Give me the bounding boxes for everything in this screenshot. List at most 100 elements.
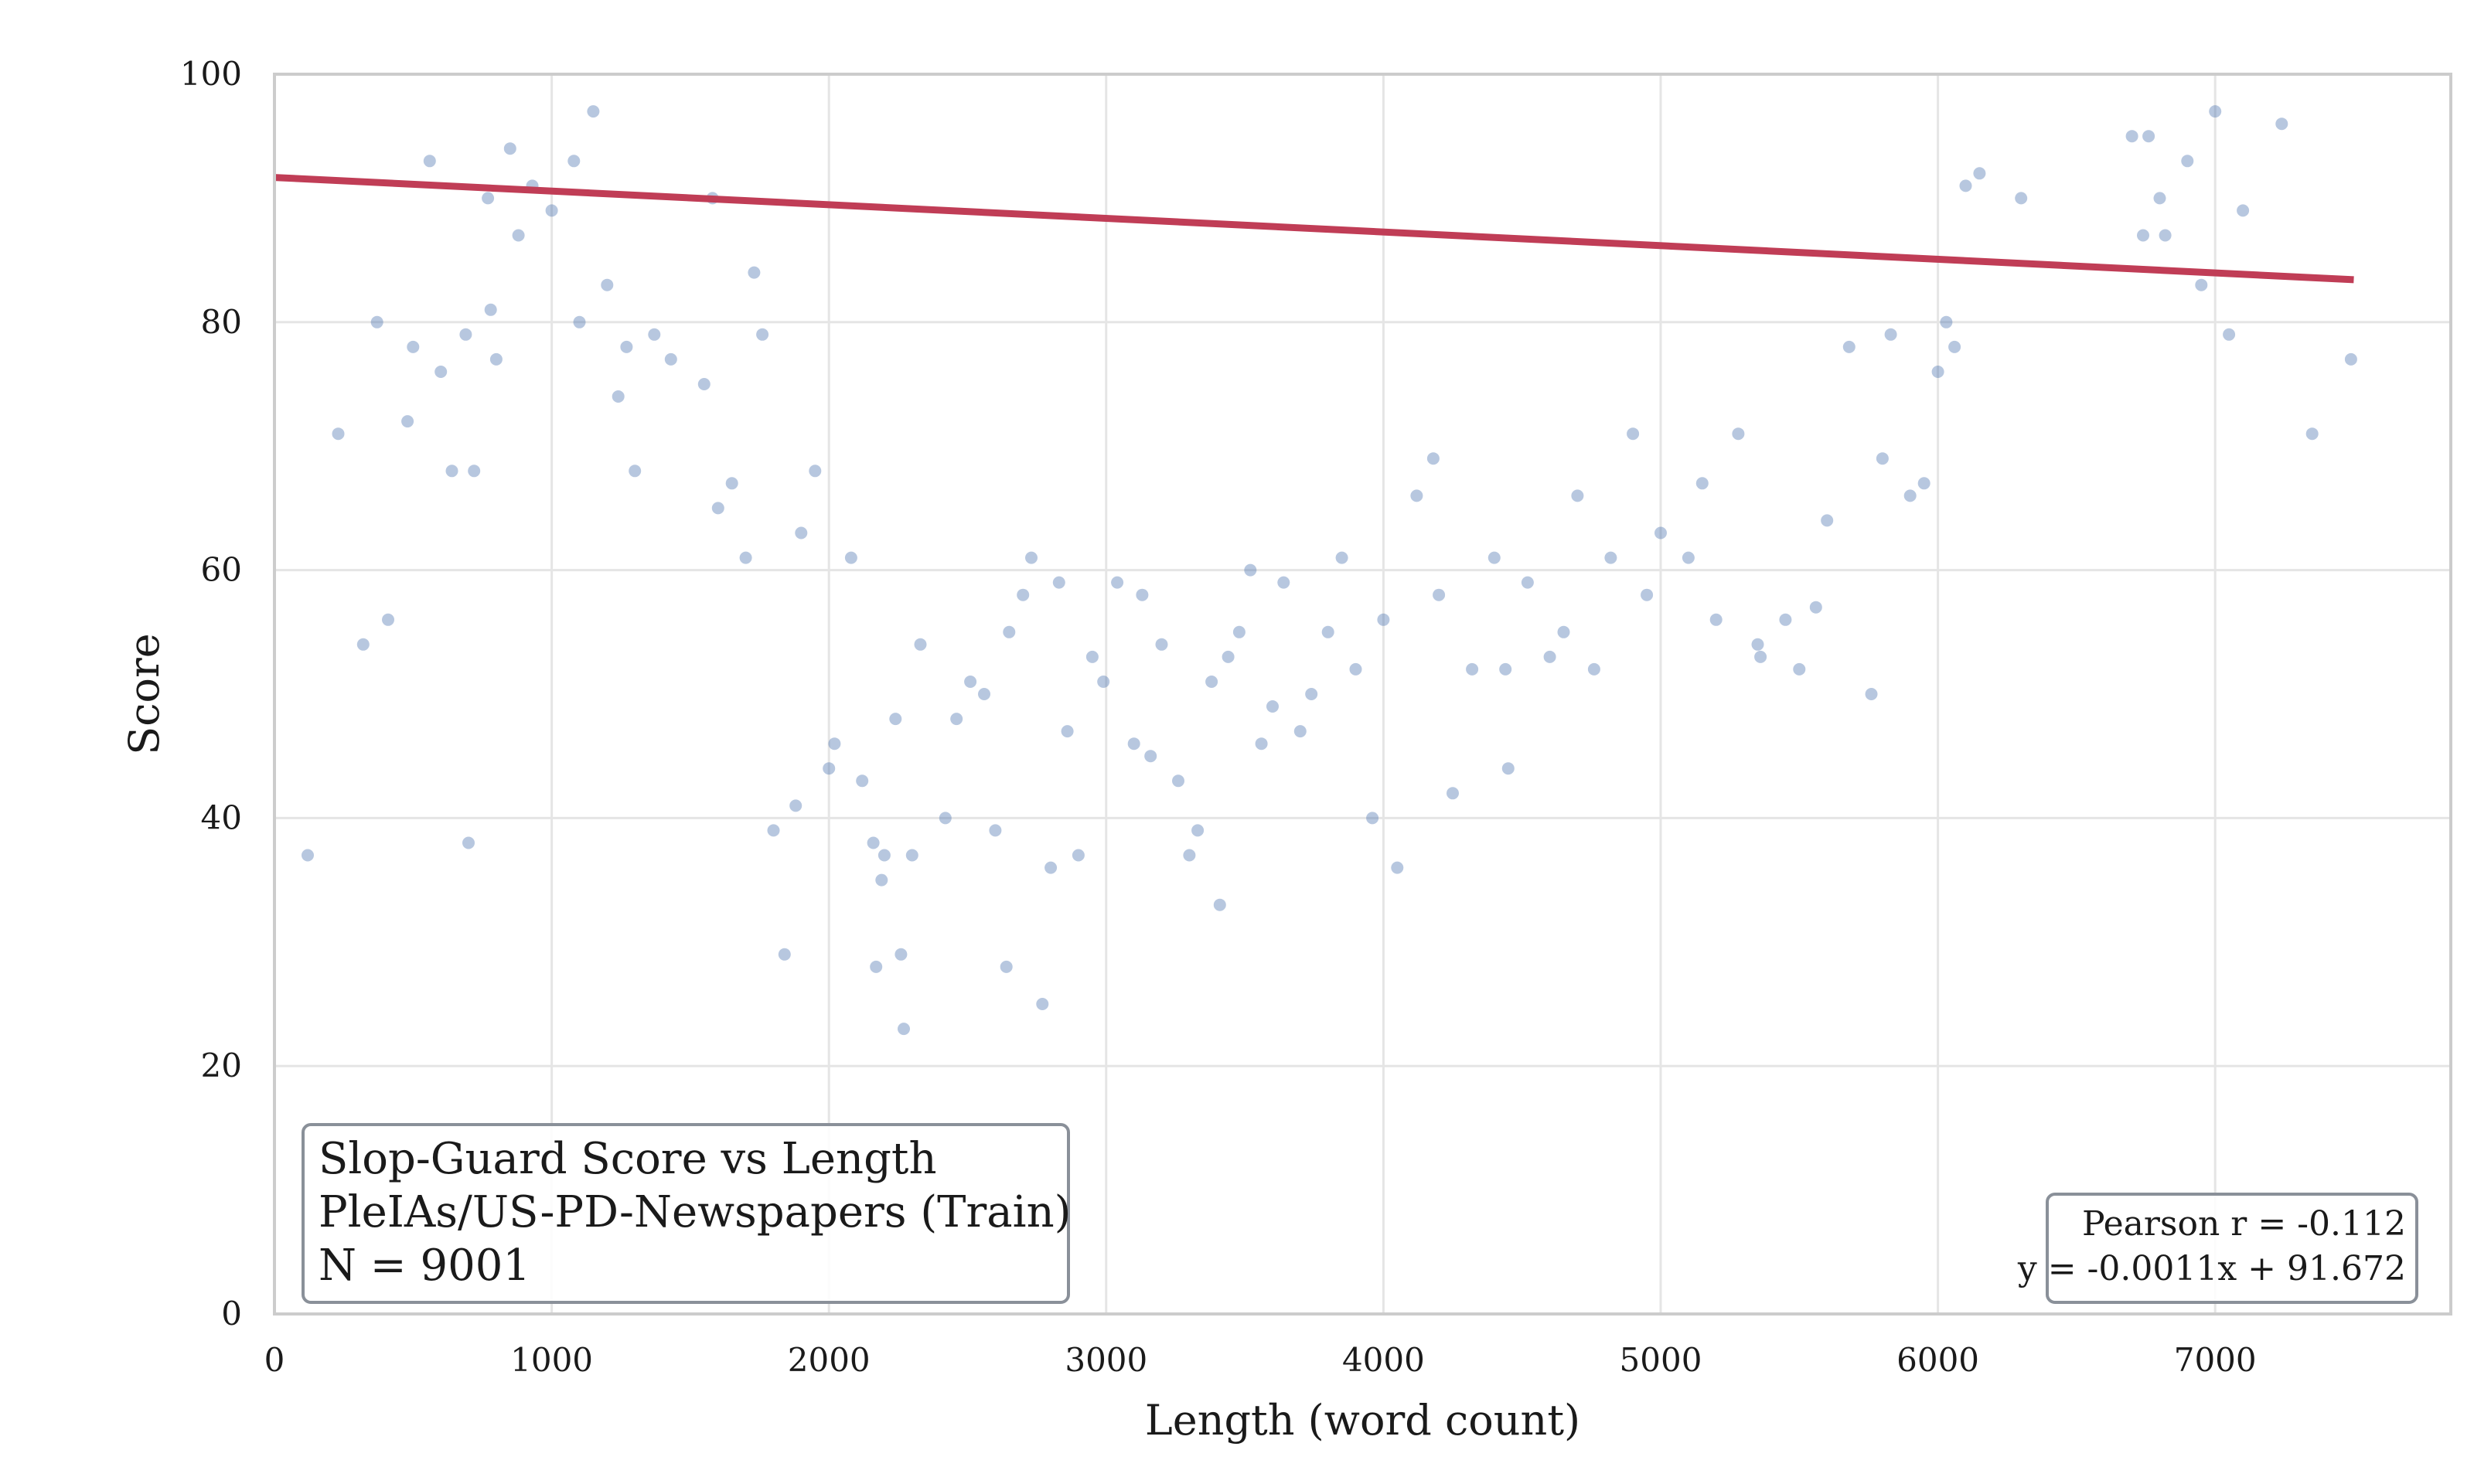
data-point <box>489 352 503 366</box>
data-point <box>1025 551 1038 564</box>
title-legend-box: Slop-Guard Score vs Length PleIAs/US-PD-… <box>302 1123 1072 1304</box>
data-point <box>895 948 908 961</box>
data-point <box>1349 662 1362 676</box>
data-point <box>1426 452 1440 465</box>
data-point <box>620 340 633 353</box>
data-point <box>401 415 414 428</box>
data-point <box>1865 688 1878 700</box>
data-point <box>1709 613 1723 626</box>
data-point <box>1000 960 1013 973</box>
data-point <box>2275 117 2288 131</box>
data-point <box>823 762 836 775</box>
data-point <box>601 278 614 291</box>
data-point <box>1155 638 1168 651</box>
data-point <box>1003 625 1016 638</box>
title-line-3: N = 9001 <box>319 1241 530 1291</box>
x-tick-label: 6000 <box>1896 1341 1979 1379</box>
data-point <box>1557 625 1570 638</box>
data-point <box>795 526 808 539</box>
data-point <box>1917 477 1930 490</box>
title-box-frame <box>302 1123 1070 1304</box>
data-point <box>1321 625 1334 638</box>
data-point <box>1604 551 1617 564</box>
data-point <box>1277 576 1290 589</box>
data-point <box>1222 650 1235 663</box>
data-point <box>1754 650 1767 663</box>
data-point <box>2153 192 2166 205</box>
data-point <box>545 204 558 217</box>
data-point <box>1973 167 1986 180</box>
regression-line <box>274 174 2354 284</box>
data-point <box>1842 340 1855 353</box>
data-point <box>756 328 769 341</box>
data-point <box>1305 688 1318 700</box>
data-point <box>1433 588 1446 601</box>
data-point <box>587 105 600 118</box>
data-point <box>2223 328 2236 341</box>
data-point <box>629 465 642 478</box>
data-point <box>1136 588 1149 601</box>
data-point <box>1097 676 1110 688</box>
equation-label: y = -0.0011x + 91.672 <box>2017 1249 2406 1288</box>
data-point <box>950 713 963 726</box>
y-tick-label: 60 <box>201 551 242 589</box>
data-point <box>767 824 780 837</box>
title-line-1: Slop-Guard Score vs Length <box>319 1134 937 1184</box>
data-point <box>1410 489 1423 502</box>
data-point <box>1213 898 1226 911</box>
data-point <box>503 142 516 155</box>
data-point <box>370 315 383 328</box>
data-point <box>1172 774 1184 788</box>
data-point <box>978 688 990 700</box>
data-point <box>1183 849 1196 862</box>
data-point <box>1447 787 1459 800</box>
data-point <box>1501 762 1515 775</box>
data-point <box>1052 576 1065 589</box>
x-tick-label: 5000 <box>1620 1341 1702 1379</box>
data-point <box>302 849 314 862</box>
data-point <box>1876 452 1889 465</box>
stats-legend-box: Pearson r = -0.112 y = -0.0011x + 91.672 <box>2017 1193 2418 1304</box>
x-tick-label: 4000 <box>1342 1341 1425 1379</box>
x-axis-title: Length (word count) <box>1145 1396 1580 1445</box>
data-point <box>1821 514 1834 527</box>
data-point <box>1793 662 1806 676</box>
x-tick-label: 0 <box>264 1341 285 1379</box>
data-point <box>1654 526 1667 539</box>
data-point <box>1884 328 1897 341</box>
data-point <box>356 638 370 651</box>
data-point <box>1266 700 1279 713</box>
data-point <box>1144 750 1157 763</box>
data-point <box>1335 551 1348 564</box>
data-point <box>1293 725 1307 738</box>
data-point <box>2305 427 2319 441</box>
data-point <box>1587 662 1600 676</box>
data-point <box>867 836 880 849</box>
data-point <box>697 378 711 390</box>
data-point <box>1255 737 1268 751</box>
data-point <box>1232 625 1246 638</box>
data-point <box>2015 192 2028 205</box>
data-point <box>1903 489 1917 502</box>
data-point <box>434 366 448 378</box>
data-point <box>2142 130 2155 143</box>
data-point <box>1809 601 1822 614</box>
data-point <box>1466 662 1479 676</box>
data-point <box>1641 588 1654 601</box>
data-point <box>2125 130 2138 143</box>
data-point <box>1499 662 1512 676</box>
x-tick-label: 7000 <box>2174 1341 2257 1379</box>
data-point <box>612 390 625 403</box>
data-point <box>905 849 918 862</box>
title-line-2: PleIAs/US-PD-Newspapers (Train) <box>319 1187 1072 1237</box>
data-point <box>332 427 345 441</box>
y-tick-label: 0 <box>221 1295 242 1333</box>
data-point <box>1543 650 1556 663</box>
data-point <box>844 551 857 564</box>
data-point <box>1571 489 1584 502</box>
data-point <box>1244 563 1257 577</box>
data-point <box>1682 551 1695 564</box>
data-point <box>748 266 761 279</box>
y-tick-label: 80 <box>201 303 242 341</box>
